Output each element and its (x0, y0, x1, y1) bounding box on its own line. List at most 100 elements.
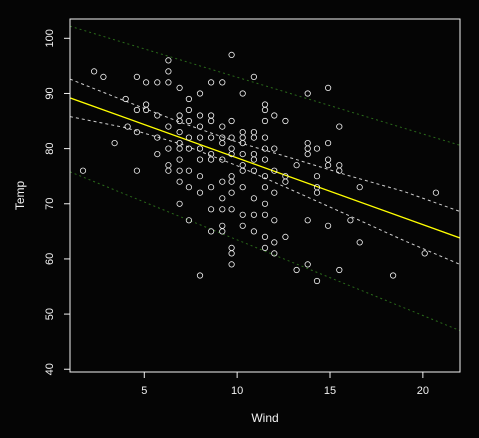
data-point (133, 129, 140, 136)
data-point (261, 145, 269, 152)
prediction-upper-line (70, 25, 460, 146)
data-point (261, 244, 269, 251)
data-point (143, 79, 150, 86)
confidence-upper-line (70, 78, 460, 212)
data-point (196, 272, 204, 279)
data-point (282, 117, 289, 125)
data-point (219, 206, 226, 213)
data-point (271, 217, 278, 224)
y-axis-label: Temp (13, 181, 27, 211)
data-point (421, 250, 428, 257)
data-point (250, 156, 257, 163)
data-point (239, 162, 246, 169)
data-point (208, 156, 215, 163)
data-point (336, 167, 343, 174)
data-point (250, 73, 257, 81)
data-point (208, 228, 215, 235)
data-point (228, 178, 235, 185)
data-point (282, 178, 289, 185)
data-point (250, 129, 257, 136)
data-point (250, 134, 257, 141)
data-point (250, 151, 257, 158)
data-point (176, 84, 183, 92)
data-point (219, 222, 226, 229)
data-point (176, 156, 183, 163)
data-point (228, 189, 235, 196)
data-point (133, 167, 140, 174)
y-tick-label: 70 (44, 198, 56, 210)
data-point (165, 123, 172, 130)
data-point (208, 134, 215, 141)
data-point (176, 129, 183, 136)
data-point (304, 140, 311, 147)
data-point (219, 140, 226, 147)
data-point (250, 228, 257, 235)
data-point (304, 261, 311, 268)
data-point (219, 195, 226, 202)
prediction-lower-line (70, 171, 460, 332)
data-point (324, 162, 332, 169)
data-point (324, 84, 332, 92)
data-point (228, 244, 235, 251)
data-point (185, 117, 192, 125)
data-point (239, 129, 246, 136)
x-tick-label: 20 (417, 385, 429, 397)
data-point (185, 145, 192, 152)
data-point (185, 217, 192, 224)
data-point (208, 206, 215, 213)
band-layer (70, 25, 460, 332)
x-tick-label: 5 (141, 385, 147, 397)
data-point (336, 123, 343, 130)
data-point (165, 145, 172, 152)
data-point (196, 156, 204, 163)
data-point (389, 272, 397, 279)
points-layer (79, 51, 439, 285)
data-point (261, 156, 269, 163)
data-point (261, 211, 269, 218)
data-point (165, 79, 172, 86)
data-point (154, 79, 161, 86)
data-point (271, 145, 278, 152)
data-point (250, 211, 257, 218)
data-point (219, 123, 226, 130)
data-point (208, 117, 215, 125)
data-point (336, 266, 343, 274)
data-point (293, 162, 300, 169)
data-point (196, 145, 204, 152)
data-point (239, 151, 246, 158)
data-point (196, 112, 204, 119)
data-point (165, 167, 172, 174)
data-point (165, 68, 172, 75)
data-point (261, 184, 269, 191)
data-point (196, 173, 204, 180)
data-point (313, 189, 321, 196)
data-point (271, 189, 278, 196)
data-point (185, 167, 192, 174)
data-point (261, 173, 269, 180)
data-point (239, 90, 246, 97)
data-point (228, 134, 235, 141)
data-point (176, 140, 183, 147)
data-point (239, 134, 246, 141)
data-point (185, 184, 192, 191)
y-tick-label: 50 (44, 308, 56, 320)
data-point (165, 57, 172, 64)
x-axis: 5 10 15 20 (141, 372, 429, 397)
x-tick-label: 15 (324, 385, 336, 397)
data-point (185, 134, 192, 141)
data-point (154, 134, 161, 141)
data-point (196, 134, 204, 141)
data-point (239, 167, 246, 174)
data-point (122, 95, 129, 103)
data-point (261, 117, 269, 125)
data-point (271, 167, 278, 174)
data-point (324, 140, 332, 147)
data-point (176, 167, 183, 174)
data-point (228, 206, 235, 213)
data-point (336, 162, 343, 169)
data-point (228, 151, 235, 158)
data-point (185, 106, 192, 114)
data-point (124, 123, 131, 130)
